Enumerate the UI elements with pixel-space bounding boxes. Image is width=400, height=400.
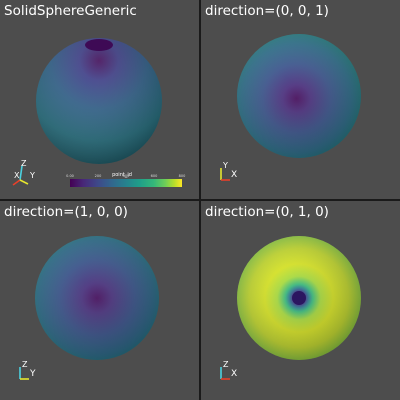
scalar-bar: point_id 0.00 200 400 600 800	[66, 172, 185, 187]
axis-label-x: X	[231, 170, 237, 180]
orientation-axes: Z Y	[19, 360, 36, 380]
axis-label-z: Z	[22, 360, 28, 369]
orientation-axes: Z X Y	[12, 159, 35, 186]
sphere-render	[237, 34, 361, 158]
tick-label: 800	[178, 174, 186, 178]
axis-label-x: X	[14, 171, 20, 180]
orientation-axes: Z X	[220, 360, 237, 380]
orientation-axes: Y X	[220, 161, 237, 181]
scalar-bar-title: point_id	[112, 172, 132, 178]
axis-label-x: X	[231, 369, 237, 379]
viewport-top-left[interactable]: SolidSphereGeneric Z X Y point_id 0.00 2…	[0, 0, 199, 199]
tick-label: 200	[94, 174, 102, 178]
tick-label: 600	[150, 174, 158, 178]
scalar-bar-gradient	[70, 179, 182, 187]
scalar-bar-ticks: 0.00 200 400 600 800	[66, 174, 185, 179]
axis-label-z: Z	[223, 360, 229, 369]
sphere-render	[237, 236, 361, 360]
tick-label: 400	[122, 174, 130, 178]
viewport-bottom-left[interactable]: direction=(1, 0, 0) Z Y	[0, 201, 199, 400]
axis-label-z: Z	[21, 159, 27, 168]
tick-label: 0.00	[66, 174, 74, 178]
viewport-title: direction=(0, 0, 1)	[205, 3, 329, 19]
viewport-bottom-right[interactable]: direction=(0, 1, 0) Z X	[201, 201, 400, 400]
sphere-render	[35, 236, 159, 360]
axis-label-y: Y	[29, 369, 36, 379]
viewport-top-right[interactable]: direction=(0, 0, 1) Y X	[201, 0, 400, 199]
axis-label-y: Y	[222, 161, 228, 170]
viewport-title: direction=(0, 1, 0)	[205, 204, 329, 220]
axis-label-y: Y	[29, 171, 35, 180]
viewport-title: SolidSphereGeneric	[4, 3, 137, 19]
sphere-render	[36, 38, 162, 164]
viewport-title: direction=(1, 0, 0)	[4, 204, 128, 220]
